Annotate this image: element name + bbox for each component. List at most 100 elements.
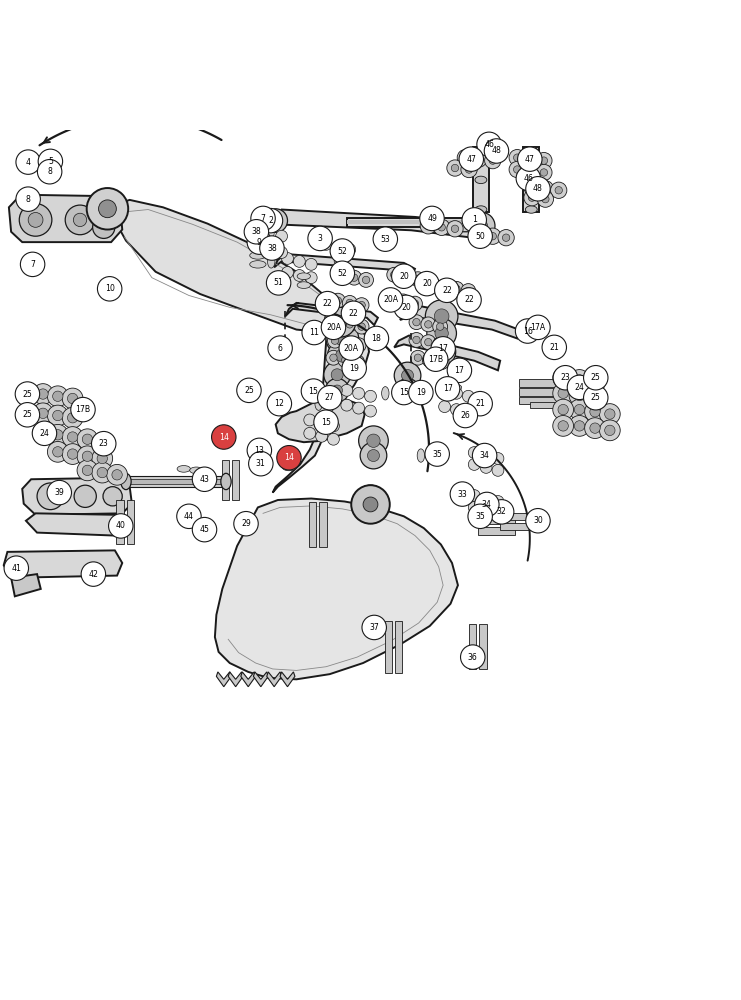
Circle shape — [468, 501, 480, 513]
Ellipse shape — [268, 241, 275, 254]
Circle shape — [258, 208, 282, 233]
Circle shape — [358, 323, 365, 330]
Text: 44: 44 — [184, 512, 194, 521]
Text: 21: 21 — [549, 343, 559, 352]
Circle shape — [415, 271, 439, 296]
Circle shape — [293, 270, 305, 281]
Circle shape — [330, 315, 345, 330]
Circle shape — [427, 318, 456, 348]
Bar — [126, 479, 226, 484]
Text: 21: 21 — [475, 399, 485, 408]
Circle shape — [498, 230, 514, 246]
Text: 30: 30 — [533, 516, 543, 525]
Text: 47: 47 — [466, 155, 476, 164]
Text: 48: 48 — [533, 184, 543, 193]
Circle shape — [553, 366, 578, 390]
Circle shape — [350, 274, 358, 281]
Circle shape — [468, 447, 480, 459]
Circle shape — [449, 281, 464, 296]
Circle shape — [514, 154, 521, 161]
Circle shape — [509, 161, 525, 178]
Circle shape — [342, 295, 357, 310]
Text: 17: 17 — [442, 384, 453, 393]
Circle shape — [411, 272, 425, 287]
Circle shape — [365, 405, 376, 417]
Circle shape — [431, 337, 455, 361]
Circle shape — [475, 492, 499, 517]
Circle shape — [527, 155, 534, 163]
Circle shape — [23, 408, 33, 418]
Circle shape — [590, 423, 600, 433]
Circle shape — [193, 467, 216, 491]
Circle shape — [353, 358, 361, 366]
Circle shape — [434, 355, 449, 370]
Circle shape — [317, 386, 342, 410]
Circle shape — [47, 441, 68, 462]
Circle shape — [15, 403, 39, 427]
Circle shape — [435, 377, 459, 401]
Circle shape — [322, 315, 345, 340]
Circle shape — [16, 187, 40, 211]
Circle shape — [73, 213, 87, 227]
Circle shape — [465, 166, 473, 173]
Circle shape — [77, 460, 98, 481]
Circle shape — [18, 384, 39, 404]
Circle shape — [326, 307, 356, 337]
Text: 20A: 20A — [383, 295, 398, 304]
Circle shape — [408, 296, 422, 311]
Text: 17: 17 — [438, 344, 448, 353]
Circle shape — [33, 403, 53, 424]
Circle shape — [448, 358, 472, 383]
Circle shape — [425, 300, 458, 333]
Circle shape — [359, 426, 388, 456]
Circle shape — [38, 389, 48, 399]
Circle shape — [38, 427, 48, 438]
Circle shape — [476, 220, 488, 232]
Circle shape — [308, 226, 332, 251]
Circle shape — [354, 319, 369, 334]
Ellipse shape — [268, 255, 275, 268]
Circle shape — [71, 397, 95, 422]
Circle shape — [423, 347, 448, 371]
Circle shape — [362, 276, 370, 284]
Ellipse shape — [417, 449, 425, 462]
Circle shape — [65, 205, 95, 235]
Polygon shape — [4, 550, 122, 578]
Circle shape — [212, 425, 236, 449]
Circle shape — [402, 273, 410, 281]
Text: 36: 36 — [468, 653, 478, 662]
Bar — [478, 527, 515, 535]
Text: 14: 14 — [219, 433, 229, 442]
Circle shape — [392, 380, 416, 405]
Ellipse shape — [429, 450, 436, 464]
Circle shape — [485, 152, 501, 169]
Circle shape — [433, 337, 448, 352]
Circle shape — [336, 349, 349, 362]
Polygon shape — [26, 513, 122, 536]
Circle shape — [480, 493, 492, 504]
Polygon shape — [273, 210, 482, 238]
Text: 20: 20 — [399, 272, 409, 281]
Circle shape — [490, 500, 514, 524]
Circle shape — [38, 408, 48, 418]
Circle shape — [16, 150, 40, 174]
Circle shape — [526, 509, 551, 533]
Polygon shape — [107, 200, 348, 333]
Polygon shape — [228, 672, 243, 687]
Ellipse shape — [525, 147, 537, 154]
Circle shape — [365, 326, 389, 351]
Circle shape — [354, 485, 387, 518]
Circle shape — [342, 317, 357, 332]
Circle shape — [33, 421, 56, 446]
Ellipse shape — [525, 206, 537, 213]
Text: 11: 11 — [309, 328, 319, 337]
Circle shape — [326, 322, 359, 355]
Text: 25: 25 — [22, 390, 33, 399]
Circle shape — [353, 387, 365, 399]
Circle shape — [465, 287, 472, 295]
Circle shape — [425, 321, 432, 328]
Text: 15: 15 — [399, 388, 409, 397]
Circle shape — [335, 269, 350, 284]
Bar — [116, 500, 124, 544]
Circle shape — [193, 517, 216, 542]
